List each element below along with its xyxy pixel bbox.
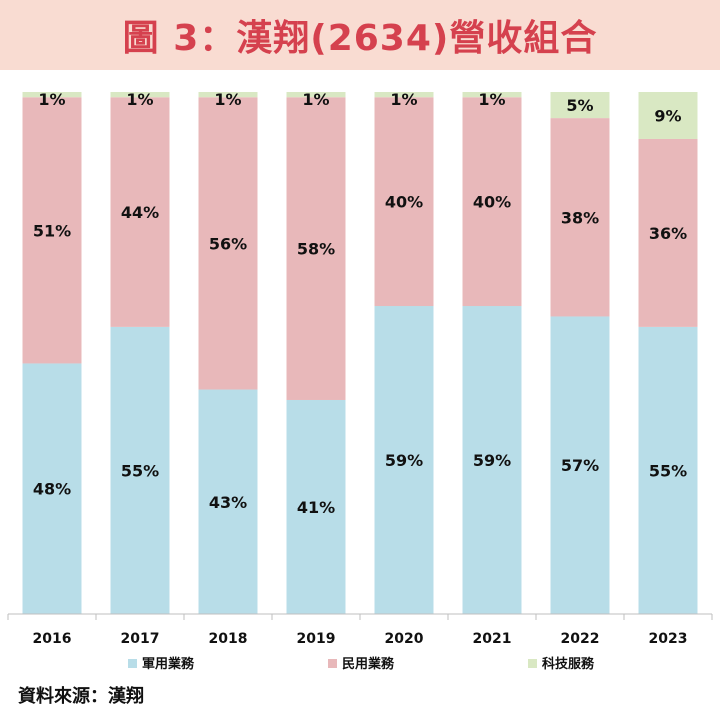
- data-label: 1%: [478, 90, 505, 109]
- x-tick-label: 2019: [297, 631, 336, 647]
- bar-segment: [22, 97, 82, 364]
- stacked-bar-chart: 48% 51% 1% 2016 55% 44% 1% 2017 43% 56% 1% 2018 41% 5…: [7, 90, 713, 672]
- x-tick-label: 2017: [121, 631, 160, 647]
- data-label: 40%: [385, 193, 423, 212]
- bar-segment: [550, 118, 610, 317]
- data-label: 58%: [297, 240, 335, 259]
- data-label: 38%: [561, 208, 599, 227]
- x-tick-label: 2023: [649, 631, 688, 647]
- x-tick-label: 2021: [473, 631, 512, 647]
- bar-segment: [286, 399, 346, 614]
- bar-segment: [550, 92, 610, 119]
- bar-segment: [198, 97, 258, 390]
- bar-segment: [198, 389, 258, 614]
- data-label: 59%: [385, 451, 423, 470]
- bar-segment: [22, 363, 82, 614]
- data-label: 56%: [209, 234, 247, 253]
- data-label: 48%: [33, 480, 71, 499]
- data-label: 5%: [566, 96, 593, 115]
- data-label: 1%: [302, 90, 329, 109]
- bar-segment: [110, 92, 170, 98]
- legend-swatch: [528, 659, 537, 668]
- x-tick-label: 2016: [33, 631, 72, 647]
- bar-segment: [638, 92, 698, 139]
- legend-label: 軍用業務: [142, 656, 195, 672]
- bar-segment: [374, 306, 434, 614]
- data-label: 1%: [390, 90, 417, 109]
- title-banner: 圖 3：漢翔(2634)營收組合: [0, 0, 720, 70]
- bar-segment: [550, 316, 610, 614]
- data-label: 1%: [38, 90, 65, 109]
- legend-swatch: [128, 659, 137, 668]
- x-tick-label: 2018: [209, 631, 248, 647]
- x-tick-label: 2022: [561, 631, 600, 647]
- data-label: 59%: [473, 451, 511, 470]
- data-label: 9%: [654, 106, 681, 125]
- bar-segment: [374, 97, 434, 307]
- data-label: 1%: [126, 90, 153, 109]
- data-label: 1%: [214, 90, 241, 109]
- data-label: 55%: [649, 461, 687, 480]
- bar-segment: [110, 326, 170, 614]
- bar-segment: [462, 306, 522, 614]
- data-label: 51%: [33, 221, 71, 240]
- bar-segment: [638, 138, 698, 327]
- data-label: 43%: [209, 493, 247, 512]
- bar-segment: [286, 92, 346, 98]
- data-label: 41%: [297, 498, 335, 517]
- source-note: 資料來源：漢翔: [18, 686, 144, 707]
- bar-segment: [638, 326, 698, 614]
- bar-segment: [22, 92, 82, 98]
- legend-swatch: [328, 659, 337, 668]
- bar-segment: [110, 97, 170, 327]
- legend-label: 民用業務: [342, 656, 395, 672]
- data-label: 55%: [121, 461, 159, 480]
- data-label: 40%: [473, 193, 511, 212]
- data-label: 36%: [649, 224, 687, 243]
- bar-segment: [374, 92, 434, 98]
- legend-label: 科技服務: [542, 656, 595, 672]
- x-tick-label: 2020: [385, 631, 424, 647]
- chart-title: 圖 3：漢翔(2634)營收組合: [122, 18, 598, 59]
- data-label: 57%: [561, 456, 599, 475]
- data-label: 44%: [121, 203, 159, 222]
- bar-segment: [198, 92, 258, 98]
- bar-segment: [462, 92, 522, 98]
- bar-segment: [286, 97, 346, 400]
- bar-segment: [462, 97, 522, 307]
